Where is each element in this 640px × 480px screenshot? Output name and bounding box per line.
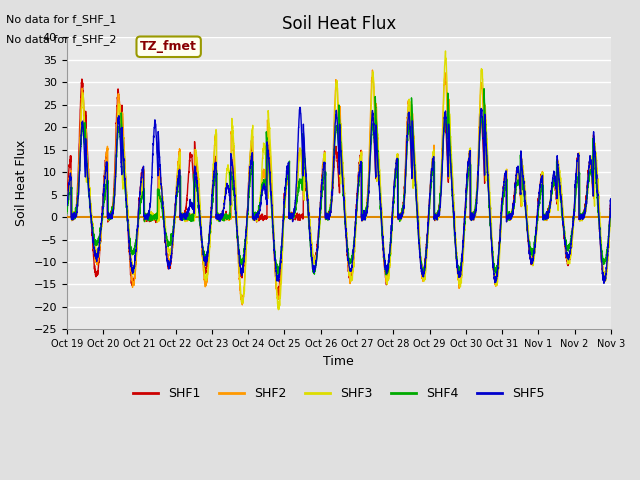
Text: No data for f_SHF_1: No data for f_SHF_1 [6, 14, 116, 25]
X-axis label: Time: Time [323, 355, 354, 368]
Title: Soil Heat Flux: Soil Heat Flux [282, 15, 396, 33]
Text: No data for f_SHF_2: No data for f_SHF_2 [6, 34, 117, 45]
Y-axis label: Soil Heat Flux: Soil Heat Flux [15, 140, 28, 227]
Text: TZ_fmet: TZ_fmet [140, 40, 197, 53]
Legend: SHF1, SHF2, SHF3, SHF4, SHF5: SHF1, SHF2, SHF3, SHF4, SHF5 [128, 382, 550, 405]
